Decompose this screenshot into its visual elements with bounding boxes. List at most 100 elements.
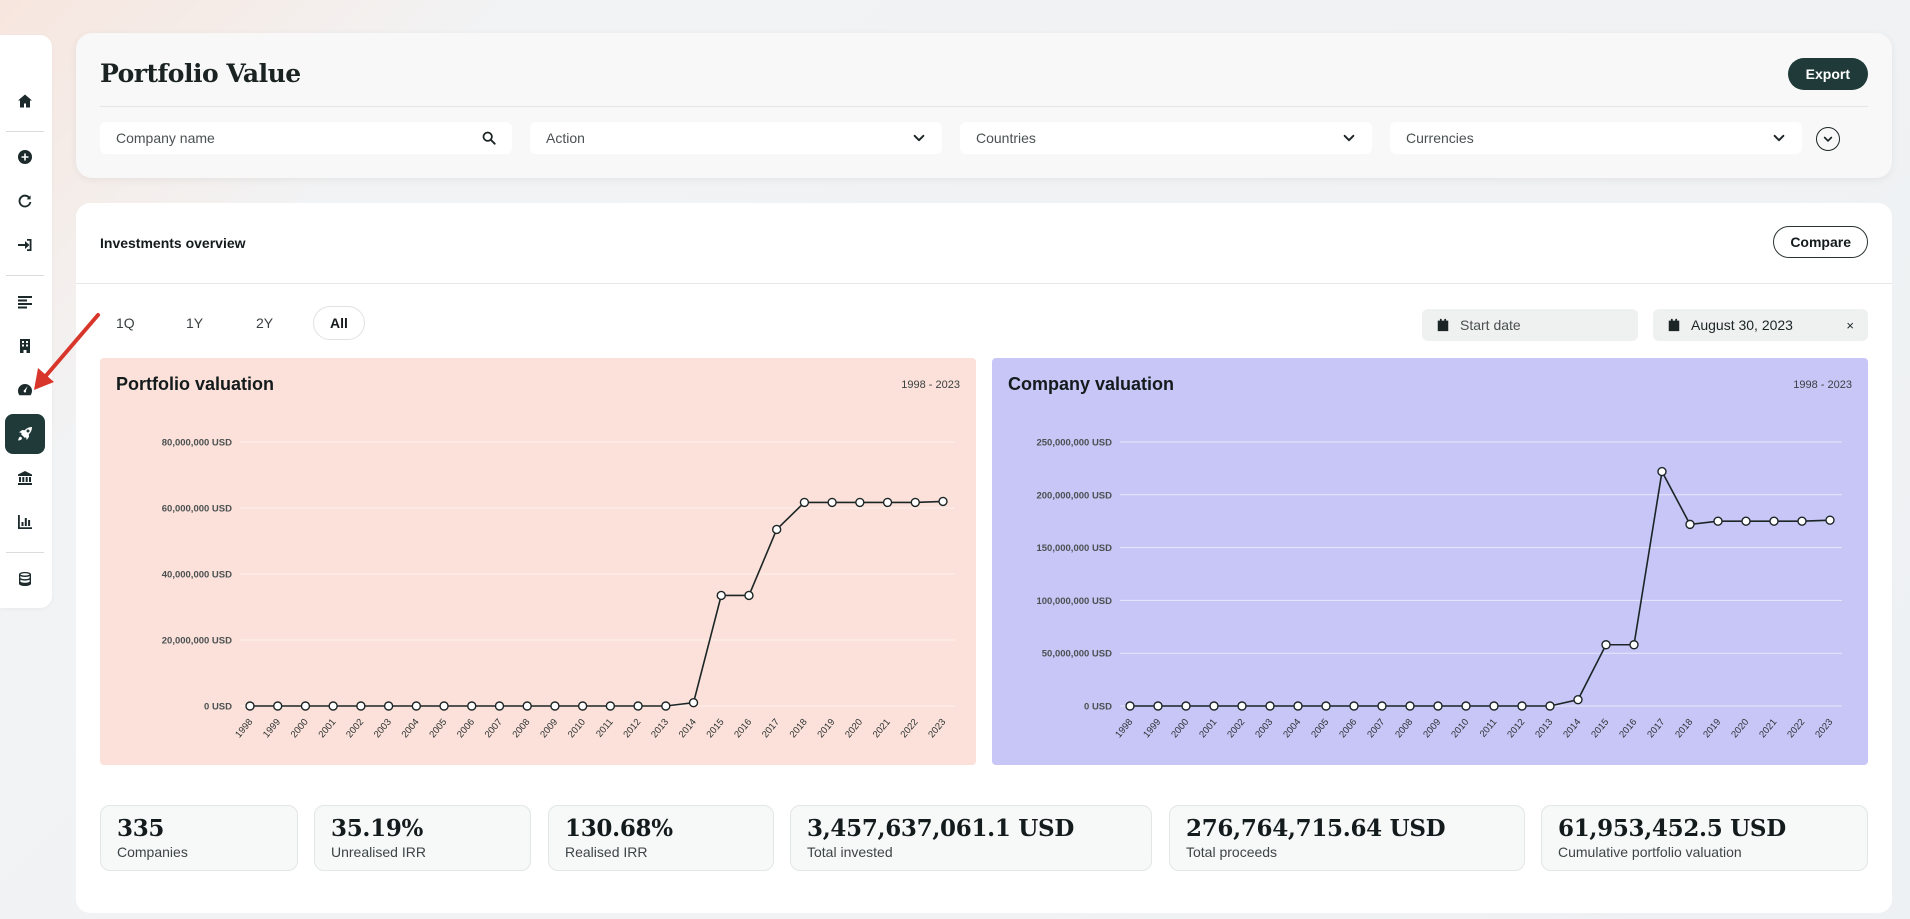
data-point (605, 701, 616, 711)
data-point (1657, 466, 1667, 477)
data-point (1181, 701, 1191, 711)
page-title: Portfolio Value (100, 59, 301, 88)
data-point (910, 497, 920, 508)
x-tick-label: 2002 (344, 717, 366, 740)
x-tick-label: 2021 (871, 717, 893, 740)
x-tick-label: 2020 (843, 717, 865, 740)
sidebar-item-add[interactable] (5, 137, 45, 177)
data-point (1321, 701, 1331, 711)
chevron-down-icon (1343, 134, 1355, 142)
x-tick-label: 2005 (1309, 717, 1331, 740)
sidebar-item-reports[interactable] (5, 282, 45, 322)
x-tick-label: 2014 (677, 717, 699, 740)
countries-select[interactable]: Countries (960, 122, 1372, 154)
calendar-icon (1437, 318, 1449, 332)
refresh-icon (18, 194, 32, 208)
data-point (1797, 516, 1807, 526)
company-valuation-chart: 0 USD 50,000,000 USD 100,000,000 USD 150,00… (1036, 438, 1842, 740)
x-tick-label: 2005 (427, 717, 449, 740)
chart-title: Portfolio valuation (116, 374, 275, 394)
data-point (1573, 694, 1583, 705)
data-point (1209, 701, 1219, 711)
data-point (356, 701, 366, 711)
sidebar-item-institutions[interactable] (5, 458, 45, 498)
sidebar-item-analytics[interactable] (5, 502, 45, 542)
header-card: Portfolio Value Export Company name Acti… (76, 33, 1892, 178)
data-point (827, 497, 837, 508)
x-tick-label: 2008 (510, 717, 532, 740)
range-tab-1y[interactable]: 1Y (186, 315, 204, 331)
sidebar-item-companies[interactable] (5, 326, 45, 366)
chart-date-range: 1998 - 2023 (1793, 379, 1852, 391)
compare-button[interactable]: Compare (1773, 226, 1868, 258)
range-tab-all[interactable]: All (313, 306, 365, 340)
stat-value: 35.19% (331, 815, 424, 842)
end-date-value: August 30, 2023 (1691, 317, 1793, 333)
sidebar-item-database[interactable] (5, 559, 45, 599)
data-point (550, 701, 560, 711)
stat-label: Cumulative portfolio valuation (1558, 844, 1742, 860)
start-date-input[interactable]: Start date (1422, 309, 1638, 341)
stat-value: 61,953,452.5 USD (1558, 815, 1786, 842)
clear-date-button[interactable]: × (1846, 317, 1854, 333)
x-tick-label: 2011 (594, 717, 616, 740)
x-tick-label: 2008 (1393, 717, 1415, 740)
x-tick-label: 2014 (1561, 717, 1583, 740)
x-tick-label: 2009 (538, 717, 560, 740)
data-point (744, 590, 754, 601)
dashboard-icon (18, 384, 32, 396)
sidebar-item-dashboard[interactable] (5, 370, 45, 410)
y-tick-label: 250,000,000 USD (1036, 438, 1112, 449)
sidebar-item-home[interactable] (5, 81, 45, 121)
stat-label: Unrealised IRR (331, 844, 426, 860)
stat-unrealised-irr: 35.19% Unrealised IRR (314, 805, 531, 871)
sidebar-item-rocket[interactable] (5, 414, 45, 454)
x-tick-label: 1998 (1113, 717, 1135, 740)
data-point (1685, 519, 1695, 530)
y-tick-label: 0 USD (1084, 702, 1112, 713)
y-tick-label: 20,000,000 USD (162, 636, 232, 647)
stat-label: Companies (117, 844, 188, 860)
x-tick-label: 2013 (1533, 717, 1555, 740)
sidebar-item-sign-in[interactable] (5, 225, 45, 265)
sidebar (0, 35, 52, 608)
data-point (938, 496, 948, 507)
stat-label: Total proceeds (1186, 844, 1278, 860)
data-point (577, 701, 588, 711)
x-tick-label: 2021 (1757, 717, 1779, 740)
x-tick-label: 2004 (1281, 717, 1303, 740)
search-icon (482, 131, 496, 145)
data-point (1377, 701, 1387, 711)
bar-chart-icon (18, 515, 32, 529)
company-search-input[interactable]: Company name (100, 122, 512, 154)
stat-value: 3,457,637,061.1 USD (807, 815, 1074, 842)
x-tick-label: 2010 (566, 717, 588, 740)
x-tick-label: 2000 (289, 717, 311, 740)
header-divider (100, 106, 1868, 107)
data-point (1545, 701, 1555, 711)
stat-total-proceeds: 276,764,715.64 USD Total proceeds (1169, 805, 1525, 871)
range-tab-2y[interactable]: 2Y (256, 315, 274, 331)
end-date-input[interactable]: August 30, 2023 × (1653, 309, 1868, 341)
action-select[interactable]: Action (530, 122, 942, 154)
portfolio-valuation-chart: 0 USD 20,000,000 USD 40,000,000 USD 60,000,… (162, 438, 955, 740)
x-tick-label: 2006 (1337, 717, 1359, 740)
countries-select-label: Countries (976, 130, 1036, 146)
range-tab-1q[interactable]: 1Q (116, 315, 135, 331)
data-point (1125, 701, 1135, 711)
export-button[interactable]: Export (1787, 58, 1868, 90)
data-point (1601, 640, 1611, 650)
currencies-select[interactable]: Currencies (1390, 122, 1802, 154)
x-tick-label: 2022 (1785, 717, 1807, 740)
x-tick-label: 2015 (1589, 717, 1611, 740)
data-point (799, 497, 810, 508)
x-tick-label: 2020 (1729, 717, 1751, 740)
chevron-down-icon (1823, 136, 1833, 142)
x-tick-label: 2023 (1813, 717, 1835, 740)
x-tick-label: 2010 (1449, 717, 1471, 740)
more-filters-button[interactable] (1816, 127, 1840, 151)
stat-value: 335 (117, 815, 165, 842)
sidebar-item-refresh[interactable] (5, 181, 45, 221)
data-point (771, 524, 782, 535)
data-point (1489, 701, 1499, 711)
